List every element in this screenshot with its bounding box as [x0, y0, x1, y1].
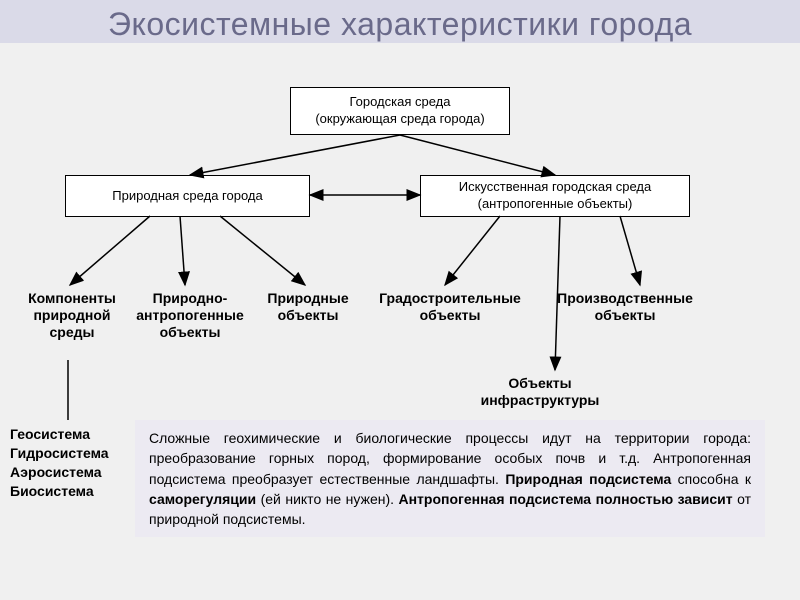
node-left-label: Природная среда города	[112, 188, 262, 205]
system-item: Геосистема	[10, 425, 135, 444]
node-right-line1: Искусственная городская среда	[459, 179, 652, 194]
leaf-l2: Природно-антропогенные объекты	[130, 290, 250, 340]
leaf-l4: Градостроительные объекты	[370, 290, 530, 324]
page-title: Экосистемные характеристики города	[0, 0, 800, 43]
node-right: Искусственная городская среда (антропоге…	[420, 175, 690, 217]
node-root-line1: Городская среда	[349, 94, 450, 109]
para-text: способна к	[678, 471, 751, 487]
leaf-l1: Компоненты природной среды	[22, 290, 122, 340]
description-paragraph: Сложные геохимические и биологические пр…	[135, 420, 765, 537]
node-left: Природная среда города	[65, 175, 310, 217]
node-root-line2: (окружающая среда города)	[315, 111, 484, 126]
leaf-l3: Природные объекты	[258, 290, 358, 324]
system-item: Биосистема	[10, 482, 135, 501]
leaf-l6: Объекты инфраструктуры	[455, 375, 625, 409]
systems-list: Геосистема Гидросистема Аэросистема Биос…	[10, 425, 135, 501]
node-right-line2: (антропогенные объекты)	[478, 196, 633, 211]
system-item: Гидросистема	[10, 444, 135, 463]
para-bold: Природная подсистема	[505, 471, 671, 487]
node-root: Городская среда (окружающая среда города…	[290, 87, 510, 135]
para-bold: Антропогенная подсистема полностью завис…	[398, 491, 732, 507]
para-bold: саморегуляции	[149, 491, 256, 507]
leaf-l5: Производственные объекты	[545, 290, 705, 324]
para-text: (ей никто не нужен).	[261, 491, 399, 507]
system-item: Аэросистема	[10, 463, 135, 482]
